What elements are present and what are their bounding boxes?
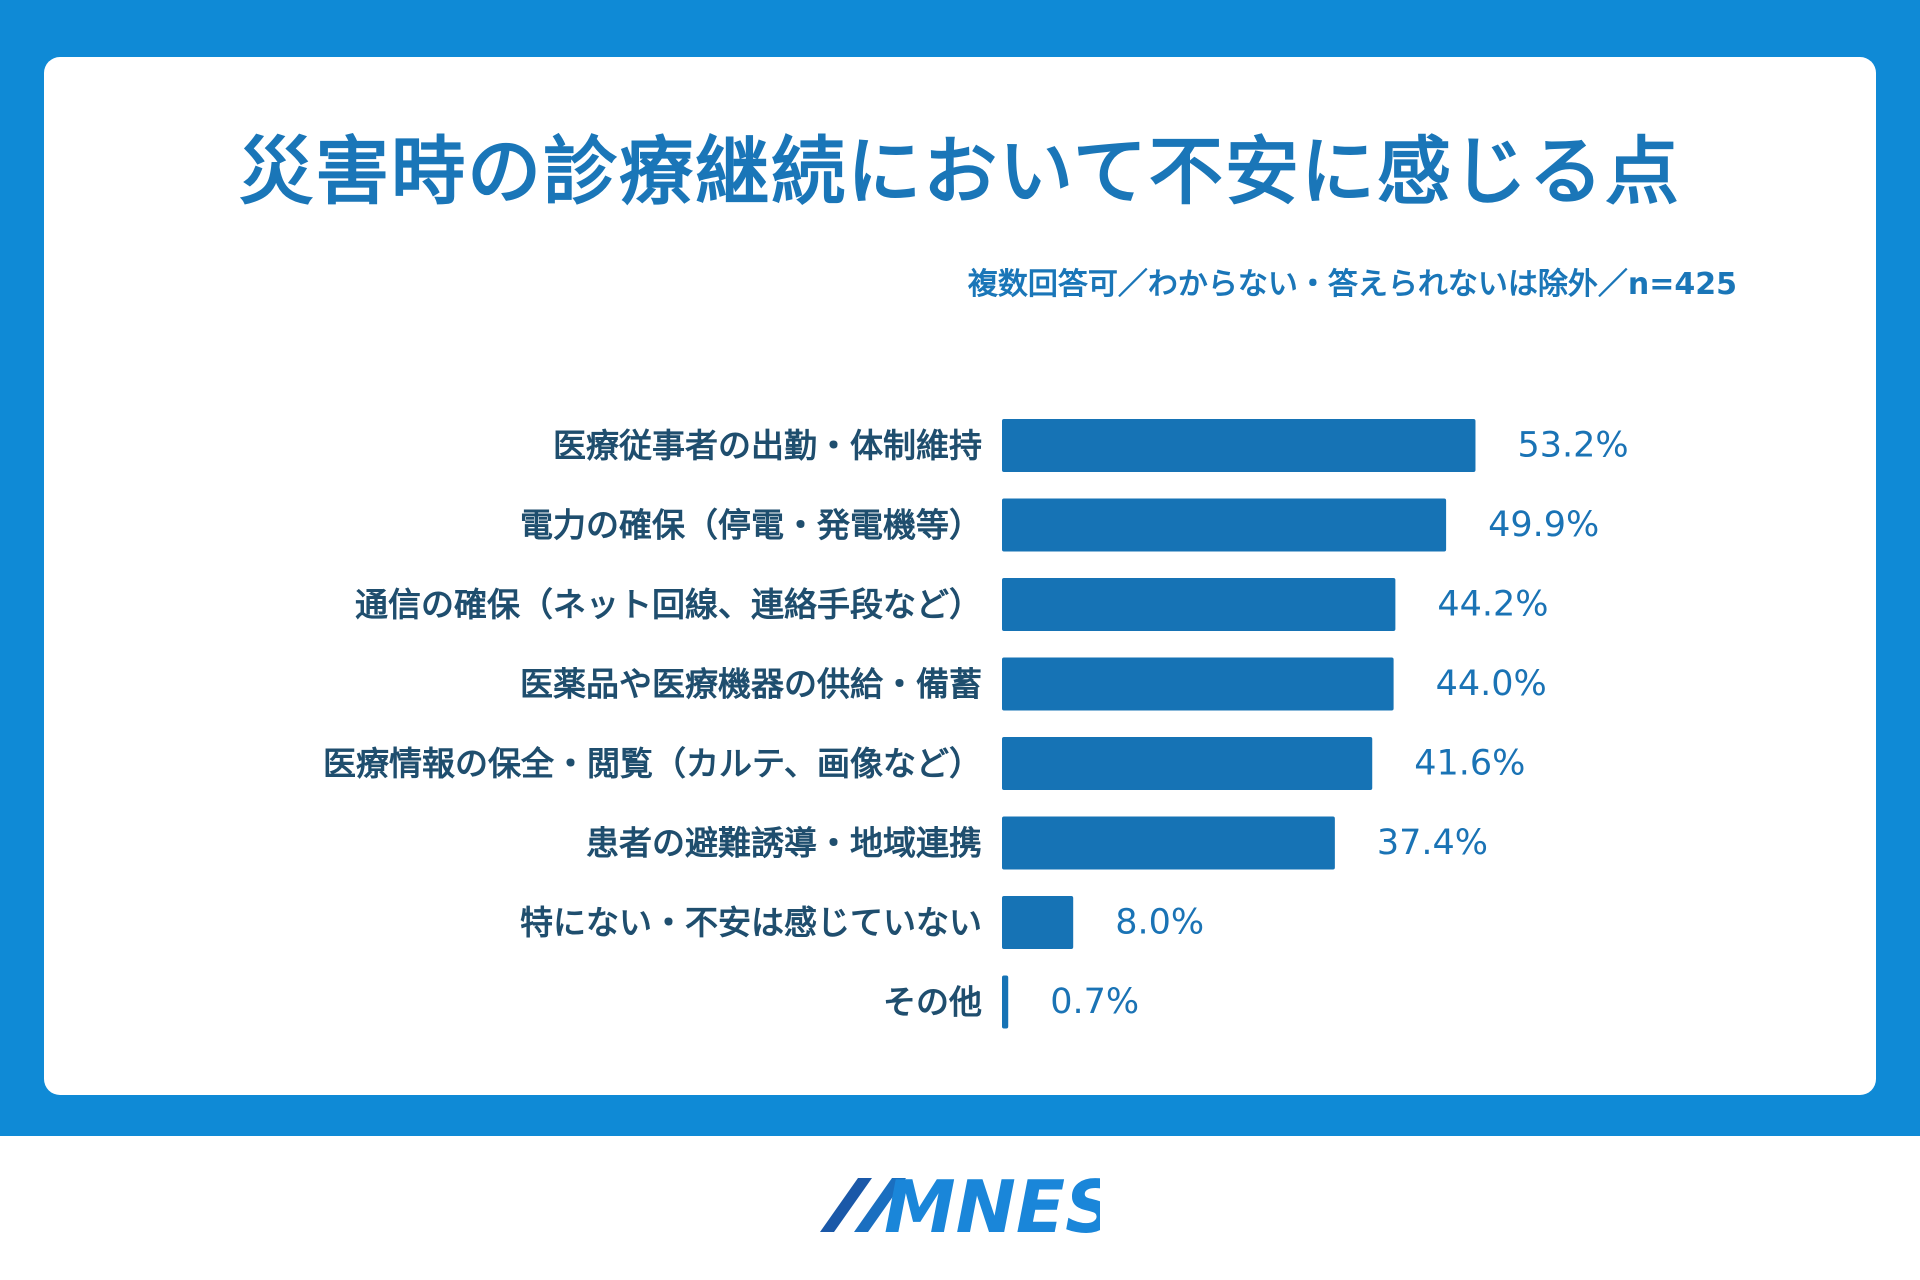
category-label-4: 医療情報の保全・閲覧（カルテ、画像など） [323,744,982,783]
category-label-7: その他 [883,983,982,1022]
bar-5 [1002,816,1335,870]
value-label-3: 44.0% [1436,664,1547,704]
bar-4 [1002,737,1373,790]
value-label-0: 53.2% [1517,426,1628,466]
bar-3 [1002,657,1394,711]
logo-text: MNES [884,1170,1100,1240]
bar-2 [1002,578,1396,631]
value-label-1: 49.9% [1488,505,1599,545]
bar-7 [1002,975,1009,1029]
category-label-3: 医薬品や医療機器の供給・備蓄 [520,665,982,704]
mnes-logo: MNES [820,1170,1100,1240]
category-label-2: 通信の確保（ネット回線、連絡手段など） [355,585,982,624]
bar-chart: 医療従事者の出勤・体制維持 53.2% 電力の確保（停電・発電機等） 49.9% 通信の… [323,419,1629,1029]
category-label-6: 特にない・不安は感じていない [520,903,982,942]
bar-6 [1002,896,1074,949]
bar-1 [1002,498,1447,552]
value-label-4: 41.6% [1414,744,1525,784]
category-label-0: 医療従事者の出勤・体制維持 [553,426,982,465]
value-label-7: 0.7% [1050,982,1139,1022]
value-label-6: 8.0% [1115,903,1204,943]
logo-mark [854,1178,906,1232]
chart-card [44,57,1876,1095]
value-label-2: 44.2% [1437,585,1548,625]
footer [0,1136,1920,1280]
bar-0 [1002,419,1476,472]
category-label-1: 電力の確保（停電・発電機等） [520,506,982,545]
value-label-5: 37.4% [1377,823,1488,863]
logo-mark [820,1178,872,1232]
chart-subtitle: 複数回答可／わからない・答えられないは除外／n=425 [967,267,1737,302]
category-label-5: 患者の避難誘導・地域連携 [586,824,982,863]
chart-title: 災害時の診療継続において不安に感じる点 [239,129,1681,215]
